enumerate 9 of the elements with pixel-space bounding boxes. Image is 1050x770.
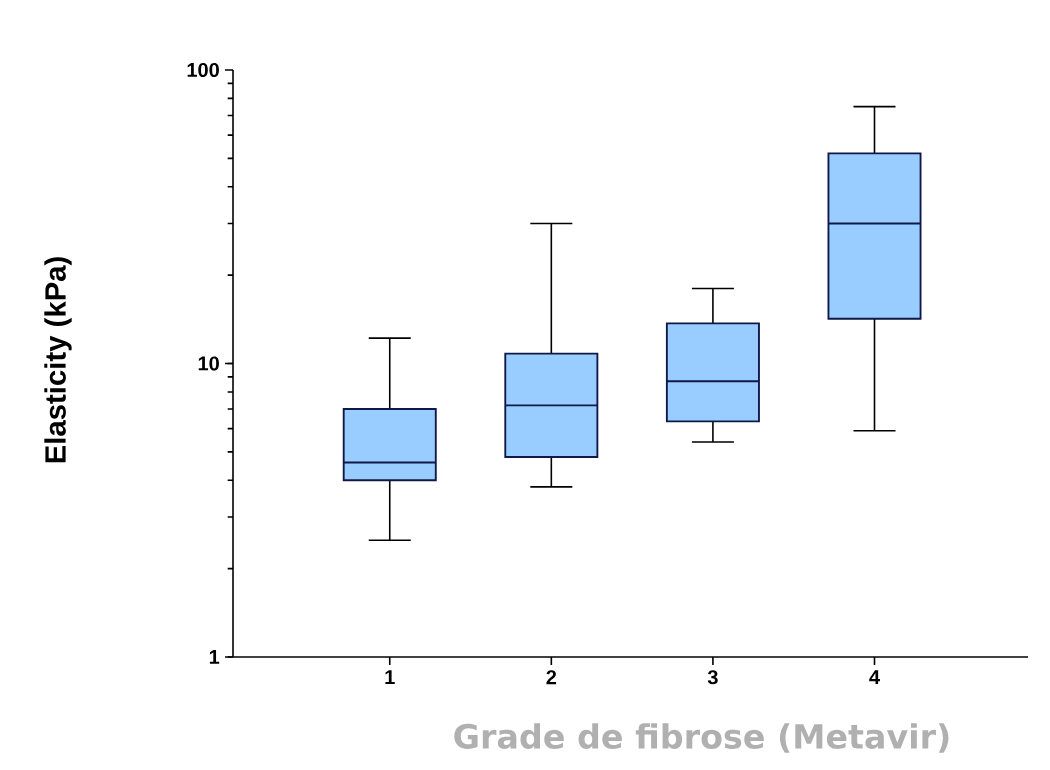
x-tick-label: 1 <box>385 670 395 684</box>
y-tick-label: 10 <box>198 356 219 371</box>
x-tick-label: 4 <box>869 670 880 684</box>
x-tick-label: 2 <box>546 670 557 685</box>
x-axis-title: Grade de fibrose (Metavir) <box>454 723 949 753</box>
y-axis-title: Elasticity (kPa) <box>44 257 72 463</box>
y-tick-label: 100 <box>187 62 219 78</box>
x-tick-label: 3 <box>707 670 718 685</box>
y-tick-label: 1 <box>209 650 220 664</box>
